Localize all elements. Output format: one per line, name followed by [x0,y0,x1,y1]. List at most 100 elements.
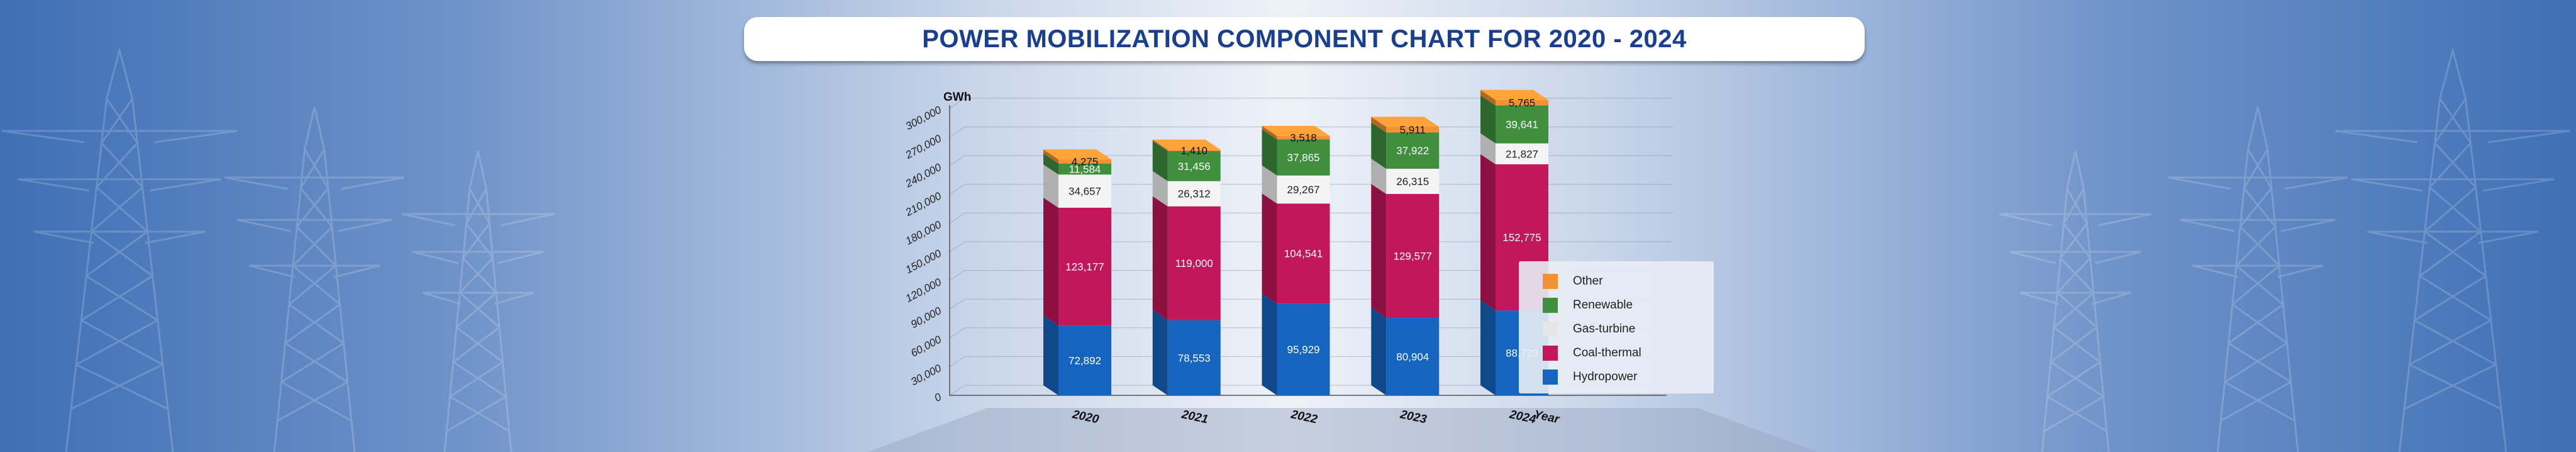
bar-front [1496,143,1548,164]
bar-side [1262,293,1277,395]
gridline-depth [949,155,965,166]
bar-value-label: 123,177 [1065,261,1104,273]
bar-side [1152,171,1168,206]
pylon-icon [401,150,555,452]
bar-value-label: 4,275 [1072,155,1099,167]
bar-segment-coal-thermal: 123,177 [1043,197,1111,326]
bar-front [1277,135,1330,140]
bar-front [1277,175,1330,204]
bar-side [1043,164,1058,208]
bar-segment-renewable: 31,456 [1152,140,1221,181]
bar-value-label: 104,541 [1284,248,1323,260]
bar-front [1058,174,1111,208]
bar-side [1262,125,1277,140]
bar-value-label: 11,584 [1069,163,1101,175]
bar-segment-gas-turbine: 26,315 [1371,159,1440,195]
gridline-depth [949,356,965,367]
bar-front [1496,105,1548,144]
pylon-icon [1999,150,2152,452]
bar-segment-other: 5,765 [1480,89,1548,109]
legend-label-hydropower: Hydropower [1573,370,1638,383]
bar-side [1152,139,1168,151]
bar-front [1058,325,1111,395]
bar-front [1386,132,1440,169]
bar-value-label: 5,911 [1400,124,1426,136]
bar-value-label: 95,929 [1287,344,1320,356]
bar-value-label: 21,827 [1506,148,1538,160]
legend-item-gas-turbine: Gas-turbine [1543,322,1635,337]
legend-label-other: Other [1573,274,1603,288]
gridline-depth [949,98,965,109]
y-tick-label: 240,000 [903,161,944,190]
chart-title: POWER MOBILIZATION COMPONENT CHART FOR 2… [922,25,1687,53]
gridline-depth [949,327,965,339]
bar-front [1277,303,1330,395]
title-banner: POWER MOBILIZATION COMPONENT CHART FOR 2… [744,17,1865,61]
y-tick-label: 90,000 [909,305,943,331]
bar-segment-gas-turbine: 34,657 [1043,164,1111,208]
bar-value-label: 37,922 [1396,145,1429,157]
gridline-depth [949,270,965,281]
gridline-depth [949,127,965,138]
bar-value-label: 80,904 [1396,351,1429,363]
bar-front [1496,99,1548,106]
y-tick-label: 150,000 [904,247,944,276]
bar-front [1058,163,1111,175]
bar-side [1043,153,1058,175]
bar-side [1262,193,1277,304]
legend-swatch-gas-turbine [1543,322,1558,337]
bar-value-label: 129,577 [1394,251,1432,263]
bar-top [1371,116,1440,127]
y-tick-label: 270,000 [903,132,944,161]
bar-value-label: 26,312 [1178,188,1211,200]
bar-segment-hydropower: 95,929 [1262,293,1330,395]
legend-label-gas-turbine: Gas-turbine [1573,322,1636,336]
bar-side [1043,197,1058,326]
bar-segment-other: 4,275 [1043,149,1111,167]
legend-item-hydropower: Hydropower [1543,370,1637,385]
bar-front [1167,320,1221,395]
bar-segment-hydropower: 72,892 [1043,315,1111,395]
y-tick-label: 0 [933,391,944,404]
chart-floor [868,408,1818,452]
bar-front [1167,149,1221,151]
legend-item-coal-thermal: Coal-thermal [1543,346,1641,361]
bar-value-label: 3,518 [1290,132,1317,144]
bar-value-label: 1,410 [1180,145,1208,157]
bar-segment-coal-thermal: 129,577 [1371,184,1440,319]
gridline-depth [949,298,965,310]
y-tick-label: 210,000 [903,189,944,218]
bar-segment-gas-turbine: 26,312 [1152,171,1221,206]
bar-top [1262,125,1330,136]
bar-side [1152,140,1168,181]
bar-side [1152,196,1168,320]
pylon-icon [1,47,238,452]
bar-top [1043,149,1111,160]
chart-legend: Other Renewable Gas-turbine Coal-thermal… [1519,261,1714,393]
bar-value-label: 119,000 [1175,257,1213,269]
bar-segment-coal-thermal: 104,541 [1262,193,1330,304]
bar-segment-renewable: 37,865 [1262,129,1330,176]
legend-swatch-other [1543,274,1558,289]
pylon-group [1,47,2571,452]
gridline-depth [949,212,965,223]
bar-front [1277,203,1330,304]
legend-swatch-coal-thermal [1543,346,1558,361]
bar-top [1480,89,1548,100]
pylon-icon [2334,47,2571,452]
bar-front [1167,181,1221,206]
legend-swatch-hydropower [1543,370,1558,385]
legend-item-other: Other [1543,274,1603,289]
bar-value-label: 37,865 [1287,152,1320,164]
bar-front [1386,169,1440,195]
bar-segment-renewable: 37,922 [1371,122,1440,169]
bar-front [1386,127,1440,133]
bar-value-label: 152,775 [1502,232,1541,244]
bar-value-label: 26,315 [1396,176,1429,188]
bar-side [1371,184,1387,319]
bar-segment-gas-turbine: 21,827 [1480,133,1548,164]
bar-value-label: 39,641 [1506,119,1538,131]
y-tick-label: 60,000 [909,333,943,359]
